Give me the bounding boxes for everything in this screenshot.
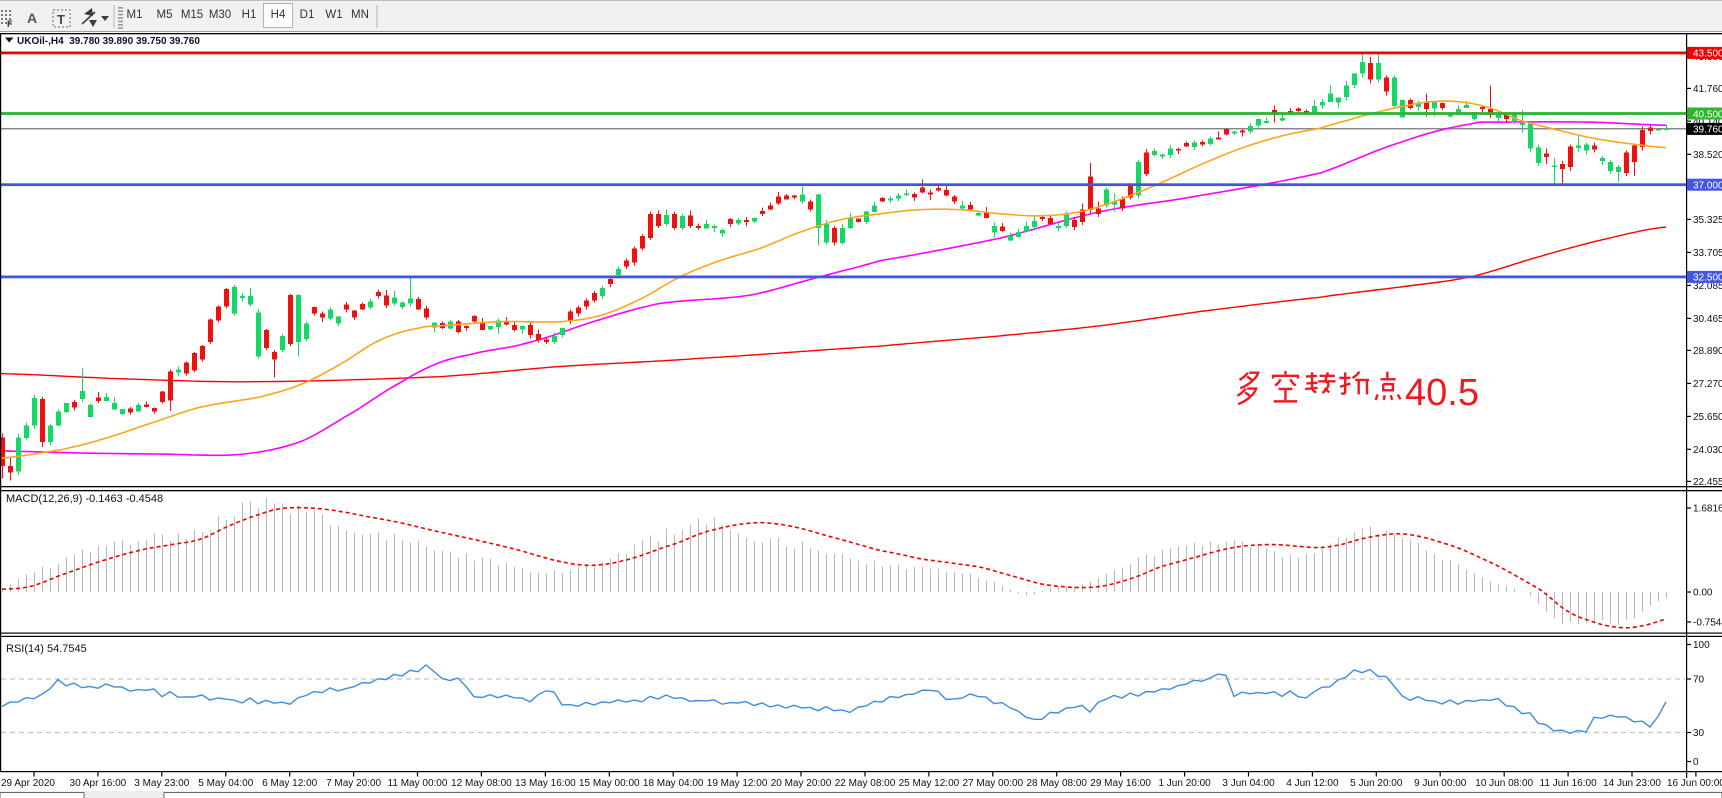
- svg-text:T: T: [57, 12, 65, 27]
- svg-text:27 May 00:00: 27 May 00:00: [962, 778, 1023, 789]
- svg-text:30 Apr 16:00: 30 Apr 16:00: [70, 778, 127, 789]
- svg-text:1 Jun 20:00: 1 Jun 20:00: [1158, 778, 1211, 789]
- svg-text:32.085: 32.085: [1693, 281, 1722, 292]
- svg-text:F: F: [7, 19, 13, 29]
- svg-text:22.455: 22.455: [1693, 477, 1722, 488]
- svg-text:-0.7544: -0.7544: [1693, 618, 1722, 629]
- svg-text:A: A: [27, 10, 37, 26]
- svg-text:40.140: 40.140: [1693, 117, 1722, 128]
- svg-text:19 May 12:00: 19 May 12:00: [707, 778, 768, 789]
- svg-text:30.465: 30.465: [1693, 314, 1722, 325]
- svg-text:100: 100: [1693, 640, 1710, 651]
- svg-text:35.325: 35.325: [1693, 215, 1722, 226]
- svg-text:MACD(12,26,9) -0.1463 -0.4548: MACD(12,26,9) -0.1463 -0.4548: [6, 493, 163, 505]
- svg-text:4 Jun 12:00: 4 Jun 12:00: [1286, 778, 1339, 789]
- svg-text:3 Jun 04:00: 3 Jun 04:00: [1222, 778, 1275, 789]
- svg-text:28.890: 28.890: [1693, 346, 1722, 357]
- svg-text:0.00: 0.00: [1693, 588, 1713, 599]
- svg-text:UKOil-,H4 39.780 39.890 39.75: UKOil-,H4 39.780 39.890 39.750 39.760: [17, 36, 200, 47]
- svg-text:0: 0: [1693, 757, 1699, 768]
- svg-text:16 Jun 00:00: 16 Jun 00:00: [1667, 778, 1722, 789]
- svg-text:1.6816: 1.6816: [1693, 504, 1722, 515]
- svg-text:29 Apr 2020: 29 Apr 2020: [1, 778, 55, 789]
- svg-text:10 Jun 08:00: 10 Jun 08:00: [1475, 778, 1533, 789]
- svg-text:11 Jun 16:00: 11 Jun 16:00: [1540, 778, 1598, 789]
- svg-text:41.760: 41.760: [1693, 84, 1722, 95]
- svg-text:29 May 16:00: 29 May 16:00: [1090, 778, 1151, 789]
- svg-text:28 May 08:00: 28 May 08:00: [1026, 778, 1087, 789]
- svg-text:18 May 04:00: 18 May 04:00: [643, 778, 704, 789]
- svg-text:15 May 00:00: 15 May 00:00: [579, 778, 640, 789]
- svg-text:22 May 08:00: 22 May 08:00: [835, 778, 896, 789]
- svg-text:70: 70: [1693, 675, 1705, 686]
- svg-text:5 Jun 20:00: 5 Jun 20:00: [1350, 778, 1403, 789]
- svg-text:37.000: 37.000: [1693, 181, 1722, 192]
- svg-text:9 Jun 00:00: 9 Jun 00:00: [1414, 778, 1467, 789]
- svg-text:6 May 12:00: 6 May 12:00: [262, 778, 317, 789]
- svg-text:7 May 20:00: 7 May 20:00: [326, 778, 381, 789]
- svg-text:11 May 00:00: 11 May 00:00: [388, 778, 448, 789]
- svg-text:39.760: 39.760: [1693, 125, 1722, 136]
- svg-text:12 May 08:00: 12 May 08:00: [451, 778, 512, 789]
- svg-text:5 May 04:00: 5 May 04:00: [198, 778, 253, 789]
- svg-text:40.5: 40.5: [1405, 372, 1479, 414]
- svg-text:30: 30: [1693, 728, 1705, 739]
- svg-text:25.650: 25.650: [1693, 412, 1722, 423]
- svg-text:43.500: 43.500: [1693, 49, 1722, 60]
- svg-text:24.030: 24.030: [1693, 445, 1722, 456]
- svg-text:40.500: 40.500: [1693, 109, 1722, 120]
- svg-text:32.500: 32.500: [1693, 273, 1722, 284]
- svg-text:38.520: 38.520: [1693, 150, 1722, 161]
- svg-text:14 Jun 23:00: 14 Jun 23:00: [1603, 778, 1661, 789]
- svg-text:25 May 12:00: 25 May 12:00: [899, 778, 960, 789]
- svg-text:27.270: 27.270: [1693, 379, 1722, 390]
- svg-text:33.705: 33.705: [1693, 248, 1722, 259]
- svg-text:3 May 23:00: 3 May 23:00: [134, 778, 189, 789]
- svg-text:20 May 20:00: 20 May 20:00: [771, 778, 832, 789]
- svg-text:RSI(14) 54.7545: RSI(14) 54.7545: [6, 643, 87, 655]
- svg-text:13 May 16:00: 13 May 16:00: [515, 778, 576, 789]
